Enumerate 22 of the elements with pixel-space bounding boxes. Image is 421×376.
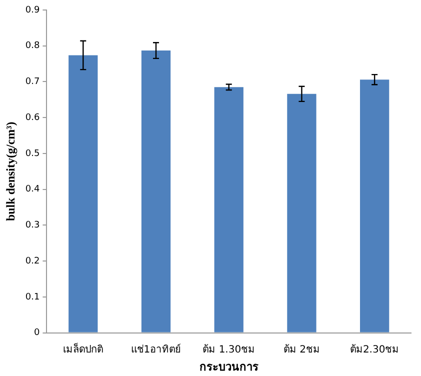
- y-tick-label: 0.2: [25, 256, 40, 266]
- bar: [360, 80, 390, 332]
- x-tick-label: แช่1อาทิตย์: [130, 343, 182, 356]
- bar: [214, 87, 244, 332]
- y-tick-label: 0.4: [25, 184, 40, 195]
- y-tick-label: 0.5: [25, 148, 40, 159]
- bar: [141, 50, 171, 332]
- y-tick-label: 0.3: [25, 220, 40, 231]
- y-axis-title: bulk density(g/cm³): [3, 122, 18, 222]
- y-tick-label: 0: [34, 328, 40, 338]
- y-tick-label: 0.1: [25, 292, 40, 302]
- x-tick-label: ต้ม 1.30ชม: [202, 343, 256, 356]
- bar: [287, 94, 316, 332]
- x-tick-label: เมล็ดปกติ: [63, 341, 104, 356]
- bar: [68, 55, 98, 332]
- y-tick-label: 0.9: [25, 5, 40, 16]
- y-tick-label: 0.8: [25, 41, 40, 52]
- y-tick-label: 0.6: [25, 112, 40, 123]
- x-axis-title: กระบวนการ: [199, 360, 258, 374]
- x-tick-label: ต้ม 2ชม: [283, 343, 320, 356]
- y-tick-label: 0.7: [25, 77, 40, 88]
- x-tick-label: ต้ม2.30ชม: [350, 343, 400, 356]
